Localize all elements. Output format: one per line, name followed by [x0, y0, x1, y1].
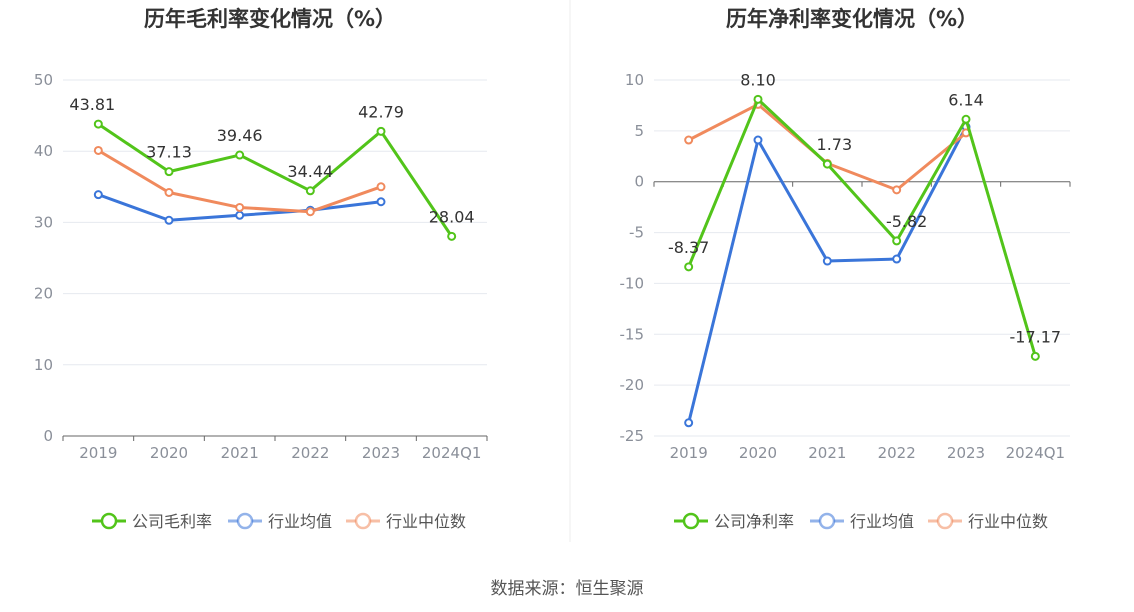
- data-label: -17.17: [1010, 327, 1062, 346]
- data-point: [961, 114, 971, 124]
- data-point: [376, 126, 386, 136]
- data-point: [93, 145, 103, 155]
- y-tick-label: 10: [625, 71, 644, 89]
- series-line: [687, 126, 968, 424]
- x-tick-label: 2022: [878, 444, 916, 462]
- data-point: [305, 207, 315, 217]
- data-label: 42.79: [358, 102, 404, 121]
- legend-item: 公司毛利率: [92, 512, 212, 531]
- legend-label: 行业中位数: [386, 512, 466, 531]
- data-point: [164, 187, 174, 197]
- y-tick-label: -15: [620, 325, 645, 343]
- x-tick-label: 2023: [362, 444, 400, 462]
- data-point: [93, 119, 103, 129]
- chart-panel-2: 历年净利率变化情况（%） -25 -20 -15 -10 -5 0 5 10 2019 2020 20…: [620, 7, 1071, 531]
- y-tick-label: 10: [34, 356, 53, 374]
- y-tick-label: 50: [34, 71, 53, 89]
- y-tick-label: 5: [634, 122, 644, 140]
- data-point: [93, 190, 103, 200]
- x-tick-label: 2021: [221, 444, 259, 462]
- x-tick-label: 2024Q1: [422, 444, 482, 462]
- data-point: [822, 256, 832, 266]
- data-label: 28.04: [429, 207, 475, 226]
- data-label: -5.82: [886, 212, 927, 231]
- data-point: [376, 182, 386, 192]
- series-line: [97, 149, 382, 214]
- x-tick-label: 2020: [150, 444, 188, 462]
- legend-item: 行业中位数: [928, 512, 1048, 531]
- legend-swatch-marker: [682, 512, 700, 530]
- data-label: 1.73: [817, 135, 853, 154]
- x-tick-label: 2019: [670, 444, 708, 462]
- legend-label: 公司毛利率: [132, 512, 212, 531]
- legend-swatch-marker: [818, 512, 836, 530]
- data-point: [235, 210, 245, 220]
- data-label: 8.10: [740, 70, 776, 89]
- data-label: 34.44: [287, 162, 333, 181]
- data-point: [753, 135, 763, 145]
- y-tick-label: -25: [620, 427, 645, 445]
- y-tick-label: 20: [34, 285, 53, 303]
- data-source: 数据来源：恒生聚源: [490, 579, 644, 599]
- series-line: [687, 97, 1037, 357]
- data-point: [447, 231, 457, 241]
- x-tick-label: 2020: [739, 444, 777, 462]
- legend-item: 公司净利率: [674, 512, 794, 531]
- x-tick-label: 2021: [808, 444, 846, 462]
- data-point: [822, 159, 832, 169]
- series-line: [97, 122, 453, 238]
- data-point: [235, 150, 245, 160]
- data-label: 43.81: [69, 95, 115, 114]
- data-label: 37.13: [146, 143, 192, 162]
- x-tick-label: 2022: [291, 444, 329, 462]
- legend-label: 行业中位数: [968, 512, 1048, 531]
- legend-item: 行业均值: [228, 512, 332, 531]
- chart-title: 历年净利率变化情况（%）: [726, 7, 978, 31]
- y-tick-label: 30: [34, 213, 53, 231]
- data-point: [892, 254, 902, 264]
- legend-swatch-marker: [236, 512, 254, 530]
- data-point: [684, 262, 694, 272]
- legend-swatch-marker: [936, 512, 954, 530]
- data-point: [1030, 351, 1040, 361]
- legend-item: 行业均值: [810, 512, 914, 531]
- chart-title: 历年毛利率变化情况（%）: [144, 7, 396, 31]
- y-tick-label: 40: [34, 142, 53, 160]
- data-point: [305, 186, 315, 196]
- data-point: [892, 236, 902, 246]
- data-label: 39.46: [217, 126, 263, 145]
- data-point: [164, 215, 174, 225]
- legend-swatch-marker: [354, 512, 372, 530]
- chart-panel-1: 历年毛利率变化情况（%） 0 10 20 30 40 50 2019 2020 2021 2022 2…: [34, 7, 488, 531]
- y-tick-label: -20: [620, 376, 645, 394]
- y-tick-label: 0: [634, 173, 644, 191]
- legend-label: 公司净利率: [714, 512, 794, 531]
- legend-swatch-marker: [100, 512, 118, 530]
- data-point: [892, 185, 902, 195]
- data-point: [376, 197, 386, 207]
- data-point: [684, 135, 694, 145]
- data-label: 6.14: [948, 90, 984, 109]
- data-point: [684, 418, 694, 428]
- x-tick-label: 2019: [79, 444, 117, 462]
- data-point: [753, 94, 763, 104]
- x-tick-label: 2023: [947, 444, 985, 462]
- data-label: -8.37: [668, 238, 709, 257]
- y-tick-label: -5: [629, 224, 644, 242]
- x-tick-label: 2024Q1: [1006, 444, 1066, 462]
- y-tick-label: 0: [43, 427, 53, 445]
- data-point: [235, 202, 245, 212]
- legend-item: 行业中位数: [346, 512, 466, 531]
- data-point: [164, 167, 174, 177]
- legend-label: 行业均值: [850, 512, 914, 531]
- y-tick-label: -10: [620, 274, 645, 292]
- legend-label: 行业均值: [268, 512, 332, 531]
